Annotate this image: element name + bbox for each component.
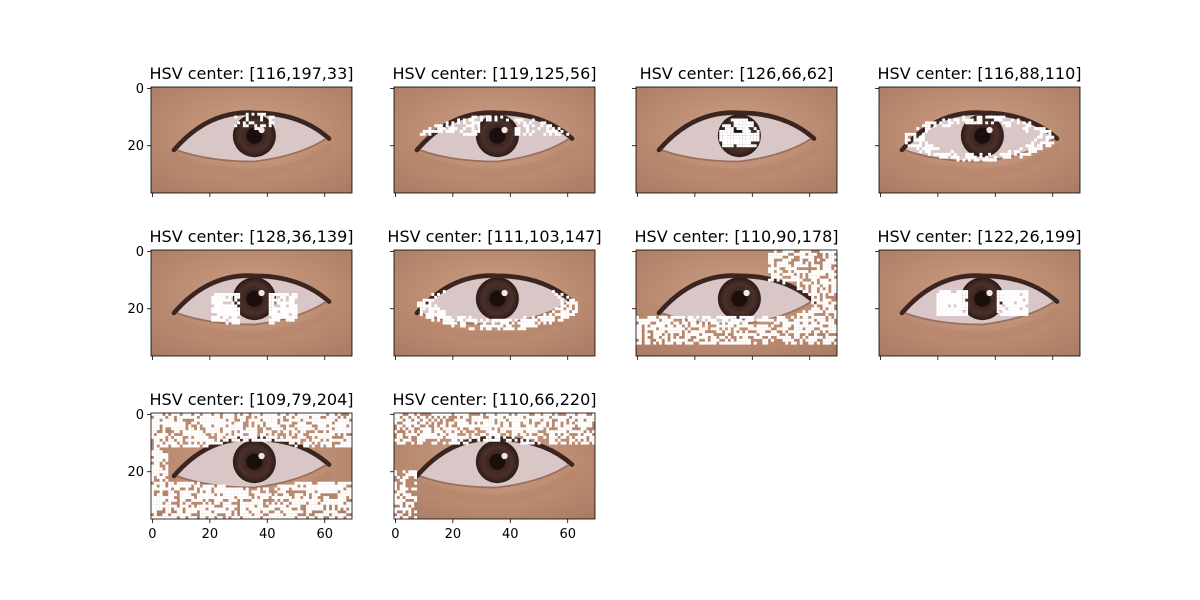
panel-5: HSV center: [128,36,139] 0 20 xyxy=(127,227,353,360)
mask-overlay xyxy=(151,413,352,519)
eye-image xyxy=(394,250,595,356)
mask-overlay xyxy=(636,250,837,345)
x-tick-label: 0 xyxy=(148,527,156,542)
pupil xyxy=(246,453,263,470)
pupil xyxy=(489,127,506,144)
eye-image xyxy=(879,250,1080,356)
x-tick-label: 20 xyxy=(445,527,462,542)
eye-image xyxy=(636,87,837,193)
highlight xyxy=(501,126,508,134)
panel-title: HSV center: [116,197,33] xyxy=(150,64,354,83)
upper-lid-line xyxy=(656,273,817,316)
panel-7: HSV center: [110,90,178] xyxy=(632,227,838,360)
eye-image xyxy=(151,413,352,519)
highlight xyxy=(501,289,508,297)
highlight xyxy=(258,289,265,297)
pupil xyxy=(246,127,263,144)
panel-frame xyxy=(393,412,596,520)
x-tick-label: 60 xyxy=(316,527,333,542)
panel-frame xyxy=(635,249,838,357)
panel-8: HSV center: [122,26,199] xyxy=(875,227,1081,360)
panel-10: HSV center: [110,66,220] 0 20 40 60 xyxy=(390,390,596,542)
panel-4: HSV center: [116,88,110] xyxy=(875,64,1081,197)
eye-image xyxy=(879,87,1080,193)
pupil xyxy=(246,290,263,307)
y-tick-label: 20 xyxy=(127,139,144,154)
y-tick-label: 20 xyxy=(127,302,144,317)
panel-frame xyxy=(150,412,353,520)
panel-title: HSV center: [128,36,139] xyxy=(150,227,354,246)
y-tick-label: 0 xyxy=(136,245,144,260)
panel-frame xyxy=(393,86,596,194)
pupil xyxy=(974,127,991,144)
highlight xyxy=(258,452,265,460)
x-tick-label: 0 xyxy=(391,527,399,542)
pupil xyxy=(489,290,506,307)
x-tick-label: 20 xyxy=(202,527,219,542)
eye-image xyxy=(636,250,837,356)
mask-overlay xyxy=(904,115,1055,162)
panel-frame xyxy=(393,249,596,357)
mask-overlay xyxy=(234,112,275,131)
mask-overlay xyxy=(419,115,570,136)
pupil xyxy=(489,453,506,470)
y-tick-label: 0 xyxy=(136,82,144,97)
upper-lid-line xyxy=(899,110,1060,153)
x-tick-label: 60 xyxy=(559,527,576,542)
upper-lid-line xyxy=(414,273,575,316)
mask-overlay xyxy=(211,292,298,325)
panel-title: HSV center: [126,66,62] xyxy=(640,64,834,83)
panel-frame xyxy=(878,86,1081,194)
pupil xyxy=(974,290,991,307)
panel-6: HSV center: [111,103,147] xyxy=(387,227,602,360)
eye-image xyxy=(151,87,352,193)
highlight xyxy=(986,126,993,134)
upper-lid-line xyxy=(171,273,332,316)
eye-image xyxy=(394,413,595,519)
panel-title: HSV center: [109,79,204] xyxy=(150,390,354,409)
panel-title: HSV center: [116,88,110] xyxy=(878,64,1082,83)
x-tick-label: 40 xyxy=(502,527,519,542)
panel-title: HSV center: [110,90,178] xyxy=(635,227,839,246)
panel-title: HSV center: [119,125,56] xyxy=(393,64,597,83)
y-tick-label: 0 xyxy=(136,408,144,423)
mask-overlay xyxy=(936,290,1029,316)
pupil xyxy=(731,290,748,307)
highlight xyxy=(743,289,750,297)
panel-3: HSV center: [126,66,62] xyxy=(632,64,838,197)
highlight xyxy=(501,452,508,460)
eye-image xyxy=(394,87,595,193)
panel-frame xyxy=(150,86,353,194)
mask-overlay xyxy=(416,290,578,331)
panel-title: HSV center: [111,103,147] xyxy=(387,227,601,246)
highlight xyxy=(986,289,993,297)
panel-9: HSV center: [109,79,204] 0 20 40 60 0 20 xyxy=(127,390,353,542)
panel-2: HSV center: [119,125,56] xyxy=(390,64,596,197)
panel-title: HSV center: [110,66,220] xyxy=(393,390,597,409)
y-tick-label: 20 xyxy=(127,465,144,480)
mask-overlay xyxy=(394,413,595,519)
panel-1: HSV center: [116,197,33] 0 20 xyxy=(127,64,353,197)
upper-lid-line xyxy=(899,273,1060,316)
x-tick-label: 40 xyxy=(259,527,276,542)
panel-frame xyxy=(150,249,353,357)
upper-lid-line xyxy=(656,110,817,153)
panel-frame xyxy=(878,249,1081,357)
panel-title: HSV center: [122,26,199] xyxy=(878,227,1082,246)
mask-overlay xyxy=(719,118,760,148)
eye-image xyxy=(151,250,352,356)
panel-frame xyxy=(635,86,838,194)
